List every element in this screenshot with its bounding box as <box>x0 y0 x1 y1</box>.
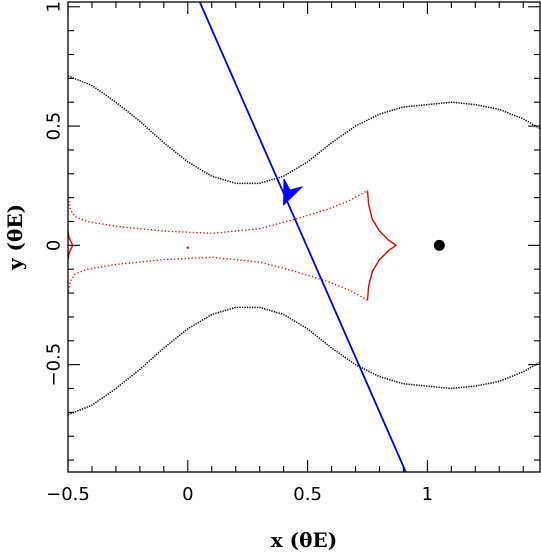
source-trajectory <box>198 2 407 472</box>
trajectory-arrow <box>283 178 303 206</box>
y-axis-label: y (θE) <box>3 204 27 271</box>
critical-curve-upper <box>68 75 540 185</box>
y-tick-label: 0 <box>44 240 65 251</box>
caustic-segment <box>366 190 397 246</box>
y-tick-label: 0.5 <box>44 112 65 141</box>
critical-curve-lower <box>68 306 540 416</box>
caustic-segment <box>68 189 368 235</box>
x-tick-label: −0.5 <box>46 484 90 505</box>
caustic-segment <box>366 244 397 301</box>
x-tick-label: 0 <box>182 484 193 505</box>
caustic-dot <box>186 246 189 249</box>
caustic-segment <box>68 256 368 301</box>
y-tick-label: 1 <box>44 1 65 12</box>
x-axis-label: x (θE) <box>271 528 337 552</box>
data-layer <box>68 2 540 472</box>
lens-marker <box>433 239 445 251</box>
x-tick-label: 1 <box>422 484 433 505</box>
tick-layer: −0.5 0 0.5 1 −0.5 0 0.5 1 <box>44 1 540 505</box>
x-tick-label: 0.5 <box>293 484 322 505</box>
plot-frame <box>67 1 541 473</box>
y-tick-label: −0.5 <box>44 343 65 387</box>
